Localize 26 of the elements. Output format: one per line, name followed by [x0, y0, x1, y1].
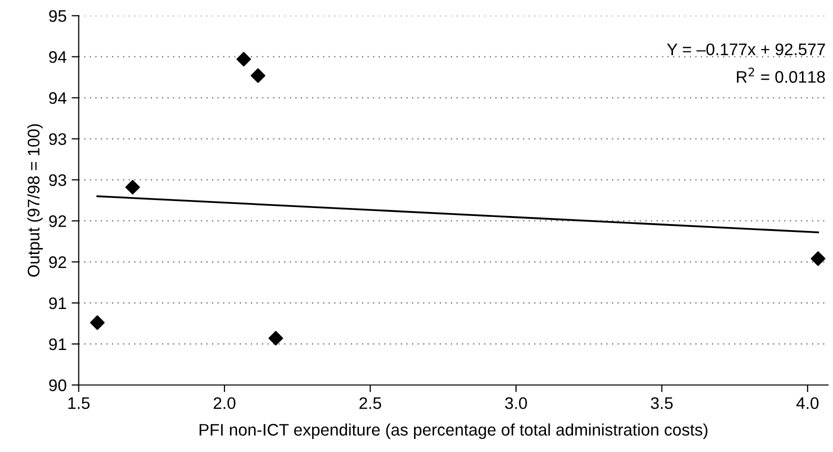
- x-tick-label: 3.0: [505, 397, 527, 410]
- y-tick-label: 92: [49, 256, 66, 268]
- y-tick-label: 94: [49, 51, 66, 63]
- point: [268, 330, 284, 346]
- point: [250, 68, 266, 83]
- y-tick-label: 90: [49, 379, 66, 392]
- annotation: R$^{2}$ = 0.0118: [736, 68, 825, 83]
- y-axis-title: Output (97/98 = 100): [27, 124, 43, 277]
- point: [90, 315, 105, 330]
- y-tick-label: 94: [49, 92, 66, 104]
- point: [810, 251, 826, 266]
- x-tick-label: 1.5: [68, 397, 90, 410]
- point: [125, 180, 140, 195]
- point: [236, 52, 252, 66]
- x-tick-label: 2.5: [360, 397, 382, 410]
- x-tick-label: 3.5: [650, 397, 673, 410]
- x-tick-label: 2.0: [214, 397, 236, 410]
- y-tick-label: 92: [49, 215, 66, 228]
- x-axis-title: PFI non-ICT expenditure (as percentage of total administration costs): [200, 423, 708, 439]
- annotation: Y = –0.177x + 92.577: [667, 43, 825, 56]
- y-tick-label: 91: [49, 338, 66, 350]
- x-tick-label: 4.0: [796, 397, 819, 410]
- y-tick-label: 93: [49, 174, 66, 186]
- y-tick-label: 91: [49, 297, 66, 310]
- y-tick-label: 93: [49, 133, 66, 146]
- y-tick-label: 95: [49, 10, 66, 22]
